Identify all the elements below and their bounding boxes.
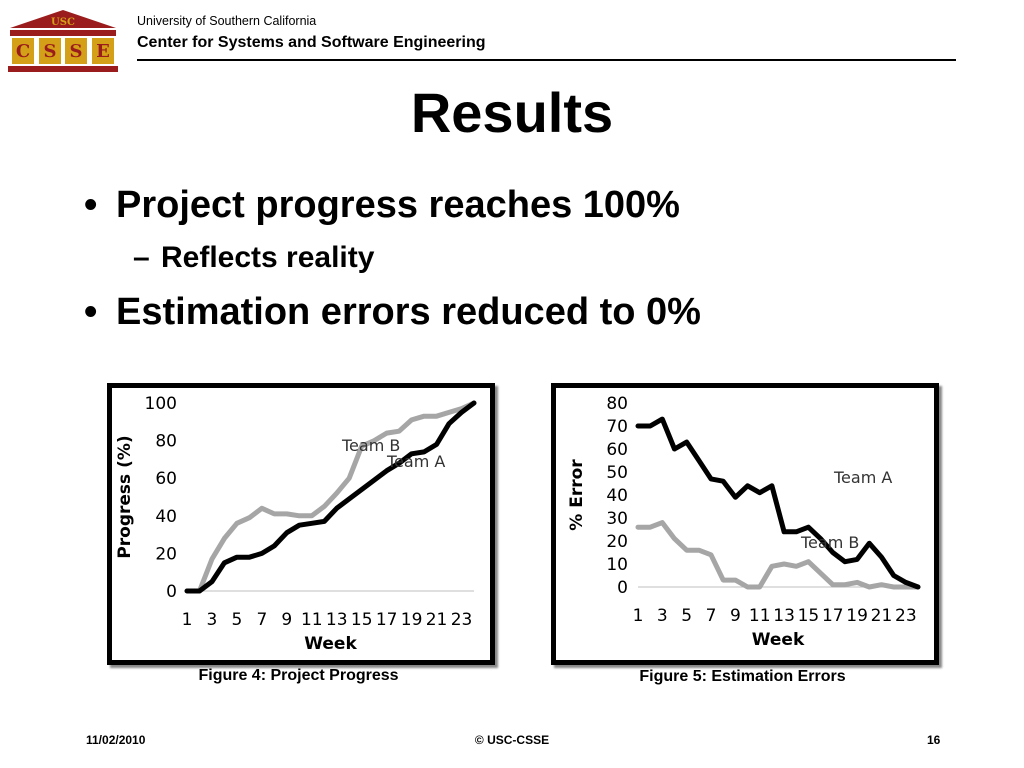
series-label-team-b: Team B	[341, 436, 400, 455]
x-tick-label: 17	[822, 606, 844, 626]
y-tick-label: 40	[155, 507, 177, 527]
logo-pillar-1	[12, 38, 34, 64]
y-tick-label: 100	[145, 394, 177, 414]
y-axis-title: Progress (%)	[115, 435, 135, 558]
series-line-team-b	[184, 400, 477, 594]
series-label-team-a: Team A	[386, 452, 445, 471]
series-line-team-a	[184, 400, 477, 594]
logo-letter-c: C	[16, 41, 30, 62]
logo-usc-text: USC	[51, 17, 75, 28]
x-tick-label: 19	[846, 606, 868, 626]
series-line-team-b	[635, 520, 921, 590]
x-axis-title: Week	[752, 630, 805, 650]
x-tick-label: 11	[301, 610, 323, 630]
header-university: University of Southern California	[137, 14, 317, 28]
y-tick-label: 80	[155, 432, 177, 452]
usc-csse-logo: USC C S S E	[6, 8, 120, 74]
x-tick-label: 15	[798, 606, 820, 626]
x-tick-label: 19	[401, 610, 423, 630]
x-tick-label: 5	[681, 606, 692, 626]
progress-chart-frame: 0 20 40 60 80 100 1 3 5 7 9 11 13 15 17 19 21 23 Week Progr…	[107, 383, 495, 665]
y-tick-label: 50	[606, 463, 628, 483]
bullet-2-marker: •	[84, 291, 98, 333]
bullet-1-text: Project progress reaches 100%	[116, 184, 680, 226]
y-tick-label: 60	[155, 469, 177, 489]
footer-page-number: 16	[927, 733, 941, 747]
y-tick-label: 0	[166, 582, 177, 602]
footer-copyright: © USC-CSSE	[474, 733, 550, 747]
logo-graphic: USC C S S E	[8, 10, 118, 72]
x-tick-label: 21	[871, 606, 893, 626]
figure-5-caption: Figure 5: Estimation Errors	[639, 668, 846, 685]
y-axis-title: % Error	[567, 459, 587, 531]
x-axis-title: Week	[304, 634, 357, 654]
series-label-team-a: Team A	[833, 468, 892, 487]
x-tick-label: 11	[749, 606, 771, 626]
logo-letter-s2: S	[70, 41, 83, 62]
x-tick-label: 21	[426, 610, 448, 630]
figure-4-caption: Figure 4: Project Progress	[198, 667, 399, 684]
bullet-2: • Estimation errors reduced to 0%	[84, 291, 701, 334]
y-tick-label: 40	[606, 486, 628, 506]
slide-title: Results	[410, 81, 614, 144]
x-tick-label: 13	[326, 610, 348, 630]
error-chart-frame: 0 10 20 30 40 50 60 70 80 1 3 5 7 9 11 13 15 17 19 21 23 Week…	[551, 383, 939, 665]
x-tick-label: 3	[207, 610, 218, 630]
x-tick-label: 5	[231, 610, 242, 630]
x-tick-label: 7	[256, 610, 267, 630]
x-tick-label: 9	[281, 610, 292, 630]
logo-beam	[10, 30, 116, 36]
x-tick-label: 1	[182, 610, 193, 630]
bullet-1-marker: •	[84, 184, 98, 226]
sub-bullet-1: – Reflects reality	[133, 241, 374, 275]
y-tick-label: 70	[606, 417, 628, 437]
sub-bullet-1-marker: –	[133, 241, 150, 274]
sub-bullet-1-text: Reflects reality	[161, 241, 375, 274]
header-divider	[137, 59, 956, 61]
y-tick-label: 80	[606, 394, 628, 414]
header-center-name: Center for Systems and Software Engineer…	[137, 34, 486, 51]
x-tick-label: 15	[351, 610, 373, 630]
y-tick-label: 30	[606, 509, 628, 529]
x-tick-label: 23	[895, 606, 917, 626]
x-tick-label: 17	[376, 610, 398, 630]
logo-base	[8, 66, 118, 72]
y-tick-label: 60	[606, 440, 628, 460]
x-tick-label: 9	[730, 606, 741, 626]
logo-letter-s1: S	[44, 41, 57, 62]
bullet-2-text: Estimation errors reduced to 0%	[116, 291, 701, 333]
logo-pillar-4	[92, 38, 114, 64]
y-tick-label: 20	[606, 532, 628, 552]
x-tick-label: 23	[451, 610, 473, 630]
logo-roof	[10, 10, 116, 28]
series-line-team-a	[635, 416, 921, 590]
x-tick-label: 7	[706, 606, 717, 626]
y-tick-label: 10	[606, 555, 628, 575]
x-tick-label: 1	[633, 606, 644, 626]
y-tick-label: 20	[155, 544, 177, 564]
bullet-1: • Project progress reaches 100%	[84, 184, 680, 227]
logo-pillar-3	[65, 38, 87, 64]
logo-pillar-2	[39, 38, 61, 64]
series-label-team-b: Team B	[800, 533, 859, 552]
x-tick-label: 3	[657, 606, 668, 626]
footer-date: 11/02/2010	[86, 733, 146, 747]
logo-letter-e: E	[96, 41, 110, 62]
y-tick-label: 0	[617, 578, 628, 598]
x-tick-label: 13	[773, 606, 795, 626]
